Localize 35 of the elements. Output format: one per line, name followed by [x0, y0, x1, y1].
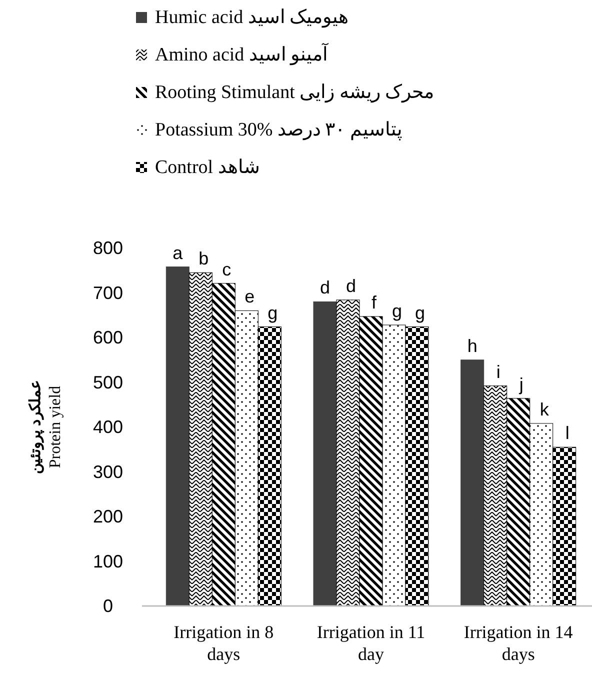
data-label: e [244, 286, 255, 307]
y-tick-label: 400 [92, 417, 124, 437]
data-label: g [392, 300, 402, 321]
data-label: j [518, 374, 524, 394]
data-label: g [414, 302, 426, 323]
y-tick-label: 600 [92, 328, 124, 348]
data-label: c [222, 259, 232, 280]
legend-label: Rooting Stimulant محرک ریشه زایی [155, 82, 434, 103]
legend-label: Control شاهد [155, 157, 260, 178]
y-tick-label: 100 [92, 551, 124, 572]
y-tick-label: 800 [92, 238, 124, 258]
bar [460, 360, 484, 606]
y-tick-label: 700 [92, 282, 124, 303]
legend-label: Potassium 30% پتاسیم ۳۰ درصد [155, 120, 402, 140]
x-tick-label: Irrigation in 11 day [316, 622, 426, 664]
data-label: d [346, 276, 356, 296]
data-label: a [172, 242, 184, 263]
x-tick-label: Irrigation in 14 days [464, 622, 573, 664]
data-label: b [198, 248, 209, 269]
y-tick-label: 500 [92, 372, 124, 392]
data-label: h [467, 336, 478, 356]
bar [166, 266, 190, 606]
y-tick-label: 0 [102, 596, 114, 616]
data-label: i [496, 362, 500, 382]
y-tick-label: 300 [92, 462, 124, 482]
data-label: l [565, 423, 570, 444]
data-label: f [371, 292, 378, 312]
legend-label: Humic acid هیومیک اسید [155, 7, 349, 28]
data-label: g [268, 302, 278, 323]
bar [313, 301, 337, 606]
x-tick-label: Irrigation in 8 days [174, 622, 274, 664]
legend-label: Amino acid آمینو اسید [155, 42, 329, 66]
y-tick-label: 200 [92, 506, 124, 526]
data-label: k [540, 399, 550, 420]
data-label: d [320, 278, 330, 298]
